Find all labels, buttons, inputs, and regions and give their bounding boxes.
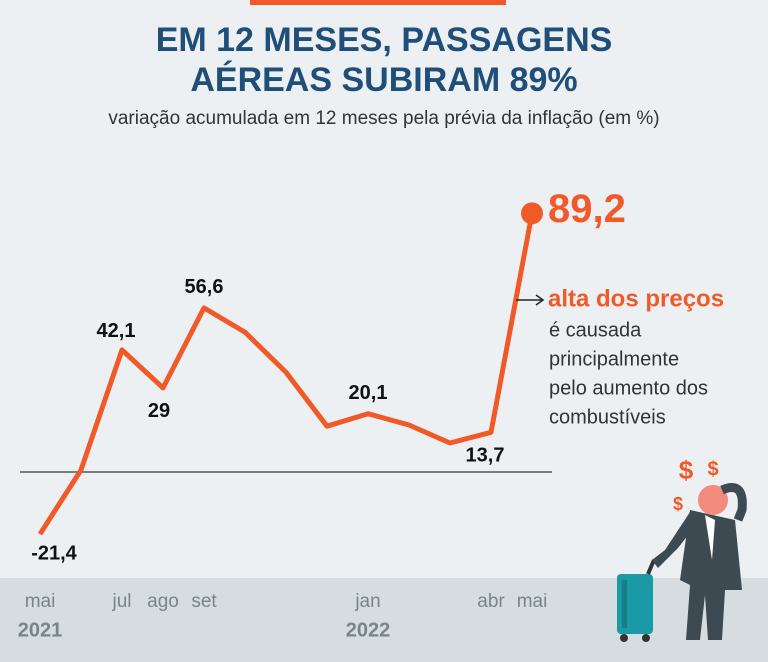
value-label: -21,4: [31, 542, 77, 564]
top-accent: [250, 0, 506, 5]
value-label: 20,1: [349, 382, 388, 404]
value-label: 56,6: [185, 276, 224, 298]
chart-title: EM 12 MESES, PASSAGENS: [156, 21, 613, 59]
annotation-title: alta dos preços: [548, 285, 724, 312]
line: [37, 212, 535, 536]
annotation-text: é causada: [549, 319, 642, 341]
annotation-arrow-head: [535, 294, 545, 306]
svg-text:$: $: [707, 458, 718, 480]
traveler-illustration: $ $ $: [617, 455, 747, 642]
value-label: 42,1: [97, 320, 136, 342]
end-marker: [521, 202, 543, 225]
x-tick-label: jan: [354, 591, 380, 612]
x-tick-label: set: [191, 591, 217, 612]
value-label: 89,2: [548, 187, 626, 231]
svg-text:$: $: [673, 494, 683, 514]
year-label: 2022: [346, 619, 391, 641]
annotation-text: principalmente: [549, 348, 679, 370]
x-tick-label: mai: [517, 591, 548, 612]
x-tick-label: abr: [477, 591, 505, 612]
year-label: 2021: [18, 619, 63, 641]
svg-text:$: $: [679, 455, 694, 485]
chart-subtitle: variação acumulada em 12 meses pela prév…: [108, 108, 659, 129]
chart-title: AÉREAS SUBIRAM 89%: [190, 61, 577, 99]
value-label: 29: [148, 400, 170, 422]
annotation-text: combustíveis: [549, 406, 666, 428]
annotation-text: pelo aumento dos: [549, 377, 708, 399]
x-tick-label: mai: [25, 591, 56, 612]
x-tick-label: jul: [111, 591, 131, 612]
x-tick-label: ago: [147, 591, 179, 612]
value-label: 13,7: [466, 445, 505, 467]
